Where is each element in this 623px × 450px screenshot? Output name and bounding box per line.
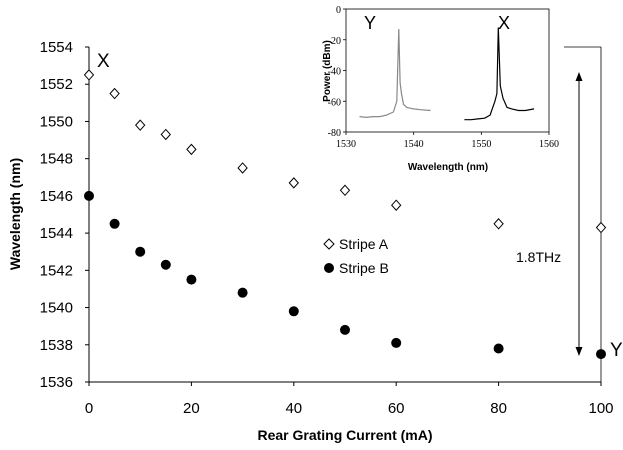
x-tick-group: 0 20 40 60 80 100 [85, 382, 614, 417]
stripe-b-point [288, 306, 299, 317]
stripe-b-point [237, 287, 248, 298]
inset-y-tick-group: 0 -20 -40 -60 -80 [328, 5, 346, 139]
y-tick-label: 1552 [40, 76, 73, 93]
inset-y-tick-label: -60 [328, 97, 341, 108]
inset-spectrum-chart: 0 -20 -40 -60 -80 1530 1540 1550 1560 Power (dB… [322, 5, 564, 173]
inset-label-x: X [498, 13, 510, 33]
stripe-a-point [109, 87, 120, 100]
legend-marker-stripe-a [323, 238, 335, 250]
y-tick-label: 1548 [40, 151, 73, 168]
stripe-b-point [596, 349, 606, 360]
y-axis-label: Wavelength (nm) [7, 158, 23, 270]
stripe-a-point [160, 128, 171, 141]
inset-y-tick-label: -80 [328, 128, 341, 139]
inset-x-tick-label: 1540 [404, 139, 424, 150]
x-tick-label: 60 [388, 400, 405, 417]
series-stripe-a [83, 69, 607, 234]
span-arrow-head-top [575, 72, 583, 81]
x-tick-label: 40 [285, 400, 302, 417]
x-tick-label: 100 [588, 400, 613, 417]
inset-y-axis-label: Power (dBm) [322, 40, 333, 102]
y-tick-label: 1550 [40, 113, 73, 130]
inset-y-tick-label: 0 [336, 5, 341, 16]
y-tick-group: 1536 1538 1540 1542 1544 1546 1548 1550 1552 1554 [40, 39, 89, 391]
inset-label-y: Y [364, 13, 376, 33]
inset-x-axis-label: Wavelength (nm) [408, 162, 488, 173]
legend-marker-stripe-b [324, 263, 334, 273]
y-tick-label: 1546 [40, 188, 73, 205]
inset-x-tick-group: 1530 1540 1550 1560 [336, 132, 559, 150]
stripe-a-point [83, 69, 95, 81]
x-axis-label: Rear Grating Current (mA) [257, 427, 432, 443]
x-tick-label: 80 [490, 400, 507, 417]
span-annotation: 1.8THz [516, 46, 602, 382]
inset-series-x-line [464, 27, 535, 121]
y-tick-label: 1554 [40, 39, 73, 56]
inset-x-tick-label: 1550 [471, 139, 491, 150]
inset-y-tick-label: -40 [328, 67, 341, 78]
y-marker-label: Y [610, 340, 623, 361]
inset-x-tick-label: 1560 [539, 139, 559, 150]
legend-label-stripe-b: Stripe B [339, 260, 389, 276]
y-tick-label: 1538 [40, 337, 73, 354]
stripe-b-point [84, 190, 94, 201]
stripe-b-point [135, 246, 146, 257]
stripe-a-point [237, 162, 248, 174]
legend: Stripe A Stripe B [323, 236, 389, 276]
inset-series-y-line [359, 28, 431, 119]
x-marker-label: X [97, 51, 110, 72]
series-stripe-b [84, 190, 606, 360]
stripe-a-point [135, 119, 146, 131]
legend-label-stripe-a: Stripe A [339, 236, 389, 252]
span-label: 1.8THz [516, 249, 561, 265]
main-axes: 1536 1538 1540 1542 1544 1546 1548 1550 1552 1554… [40, 39, 614, 417]
inset-plot-frame [345, 8, 550, 133]
x-tick-label: 0 [85, 400, 93, 417]
x-tick-label: 20 [183, 400, 200, 417]
y-tick-label: 1536 [40, 374, 73, 391]
stripe-a-point [595, 221, 607, 234]
y-tick-label: 1544 [40, 225, 73, 242]
stripe-a-point [339, 184, 351, 197]
y-tick-label: 1542 [40, 262, 73, 279]
stripe-b-point [391, 337, 402, 348]
stripe-b-point [109, 218, 120, 229]
span-arrow-head-bottom [575, 347, 583, 356]
stripe-a-point [186, 143, 197, 156]
stripe-a-point [493, 218, 504, 230]
stripe-a-point [288, 177, 299, 189]
stripe-b-point [186, 274, 197, 285]
inset-y-tick-label: -20 [328, 36, 341, 47]
inset-x-tick-label: 1530 [336, 139, 356, 150]
y-tick-label: 1540 [40, 300, 73, 317]
stripe-b-point [493, 343, 504, 354]
stripe-b-point [340, 324, 350, 335]
stripe-a-point [391, 199, 402, 211]
stripe-b-point [160, 259, 171, 270]
